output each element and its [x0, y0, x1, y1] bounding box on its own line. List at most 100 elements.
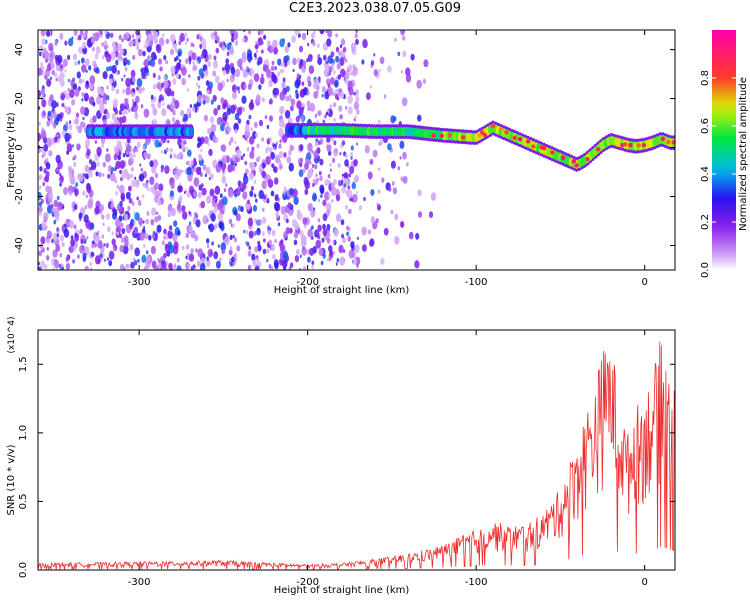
noise-blob: [204, 95, 210, 104]
noise-blob: [354, 115, 357, 119]
noise-blob: [337, 50, 341, 56]
noise-blob: [114, 109, 119, 115]
noise-blob: [50, 76, 53, 80]
noise-blob: [293, 196, 299, 206]
noise-blob: [38, 201, 43, 207]
noise-blob: [319, 175, 323, 182]
noise-blob: [122, 245, 129, 255]
noise-blob: [232, 91, 237, 100]
noise-blob: [105, 53, 112, 63]
noise-blob: [169, 225, 173, 231]
noise-blob: [102, 71, 108, 80]
noise-blob: [78, 173, 82, 179]
noise-blob: [104, 108, 108, 114]
ridge-mark: [666, 139, 671, 145]
noise-blob: [213, 31, 218, 37]
noise-blob: [38, 106, 41, 110]
noise-blob: [331, 182, 335, 189]
noise-blob: [143, 232, 149, 240]
noise-blob: [319, 184, 325, 193]
noise-blob: [235, 68, 241, 78]
noise-blob: [270, 65, 275, 72]
noise-blob: [284, 186, 286, 190]
noise-blob: [143, 151, 148, 159]
noise-blob: [92, 32, 96, 39]
noise-blob: [326, 237, 331, 244]
noise-blob: [187, 160, 191, 166]
noise-blob: [174, 47, 178, 53]
noise-blob: [327, 193, 331, 199]
noise-blob: [263, 195, 266, 200]
noise-blob: [126, 144, 132, 154]
noise-blob: [377, 119, 381, 124]
noise-blob: [195, 219, 201, 228]
noise-blob: [146, 256, 151, 264]
noise-blob: [423, 59, 429, 68]
noise-blob: [311, 264, 315, 269]
noise-blob: [231, 164, 236, 172]
noise-blob: [143, 44, 146, 49]
noise-blob: [257, 219, 262, 226]
noise-blob: [269, 98, 273, 105]
noise-blob: [172, 109, 176, 116]
noise-blob: [106, 257, 109, 261]
noise-blob: [220, 97, 225, 104]
colorbar-tick-label: 0.2: [700, 214, 711, 230]
noise-blob: [90, 37, 95, 44]
noise-blob: [196, 166, 202, 176]
noise-blob: [339, 91, 345, 99]
noise-blob: [94, 255, 101, 265]
noise-blob: [309, 102, 316, 112]
noise-blob: [213, 55, 217, 61]
noise-blob: [56, 168, 59, 172]
noise-blob: [188, 57, 192, 62]
noise-blob: [302, 266, 307, 270]
noise-blob: [212, 135, 217, 143]
noise-blob: [95, 46, 101, 55]
noise-blob: [207, 89, 210, 95]
noise-blob: [267, 179, 274, 188]
noise-blob: [143, 243, 146, 249]
noise-blob: [176, 257, 180, 263]
noise-blob: [350, 156, 353, 160]
noise-blob: [63, 64, 66, 69]
noise-blob: [417, 114, 422, 122]
noise-blob: [285, 85, 290, 93]
noise-blob: [326, 38, 332, 47]
y-tick-label: 20: [14, 92, 25, 105]
noise-blob: [214, 199, 217, 203]
noise-blob: [213, 108, 218, 116]
noise-blob: [292, 68, 295, 73]
noise-blob: [151, 260, 157, 269]
noise-blob: [256, 255, 258, 259]
noise-blob: [111, 167, 115, 172]
noise-blob: [170, 90, 175, 97]
noise-blob: [64, 40, 68, 46]
noise-blob: [75, 116, 79, 124]
noise-blob: [225, 183, 228, 187]
noise-blob: [377, 204, 381, 211]
noise-blob: [309, 247, 315, 256]
noise-blob: [205, 80, 210, 87]
noise-blob: [215, 47, 220, 54]
noise-blob: [273, 46, 278, 55]
noise-blob: [64, 105, 67, 109]
noise-blob: [59, 175, 64, 184]
noise-blob: [134, 113, 139, 120]
noise-blob: [350, 241, 355, 249]
noise-blob: [337, 163, 341, 168]
noise-blob: [281, 68, 285, 74]
noise-blob: [184, 32, 188, 37]
noise-blob: [335, 46, 340, 53]
noise-blob: [61, 112, 64, 117]
noise-blob: [290, 105, 294, 112]
noise-blob: [39, 244, 44, 250]
noise-blob: [401, 35, 406, 41]
noise-blob: [324, 178, 329, 187]
noise-blob: [38, 211, 42, 217]
noise-blob: [136, 196, 139, 201]
noise-blob: [178, 144, 182, 149]
x-tick-label: -200: [296, 577, 319, 588]
noise-blob: [181, 77, 186, 86]
noise-blob: [190, 42, 194, 48]
